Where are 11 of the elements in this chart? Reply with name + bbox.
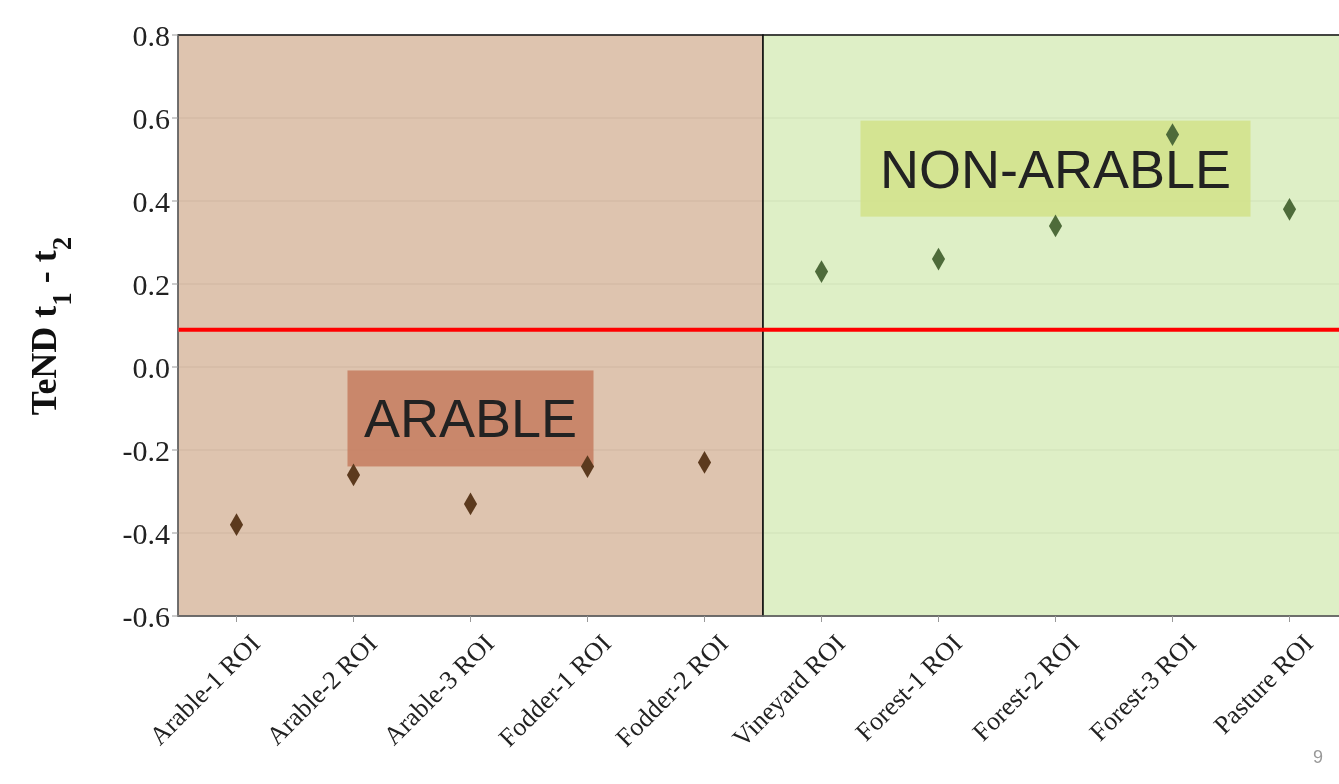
band-label: NON-ARABLE bbox=[879, 138, 1232, 199]
y-tick-label: -0.2 bbox=[122, 433, 170, 467]
y-tick-label: 0.8 bbox=[132, 18, 170, 52]
y-tick-label: 0.2 bbox=[132, 267, 170, 301]
y-tick-label: 0.6 bbox=[132, 101, 170, 135]
y-tick-label: 0.4 bbox=[132, 184, 170, 218]
text: 9 bbox=[1312, 747, 1323, 768]
band-label: ARABLE bbox=[363, 388, 578, 449]
y-tick-label: -0.6 bbox=[122, 599, 170, 633]
y-tick-label: 0.0 bbox=[132, 350, 170, 384]
y-tick-label: -0.4 bbox=[122, 516, 170, 550]
